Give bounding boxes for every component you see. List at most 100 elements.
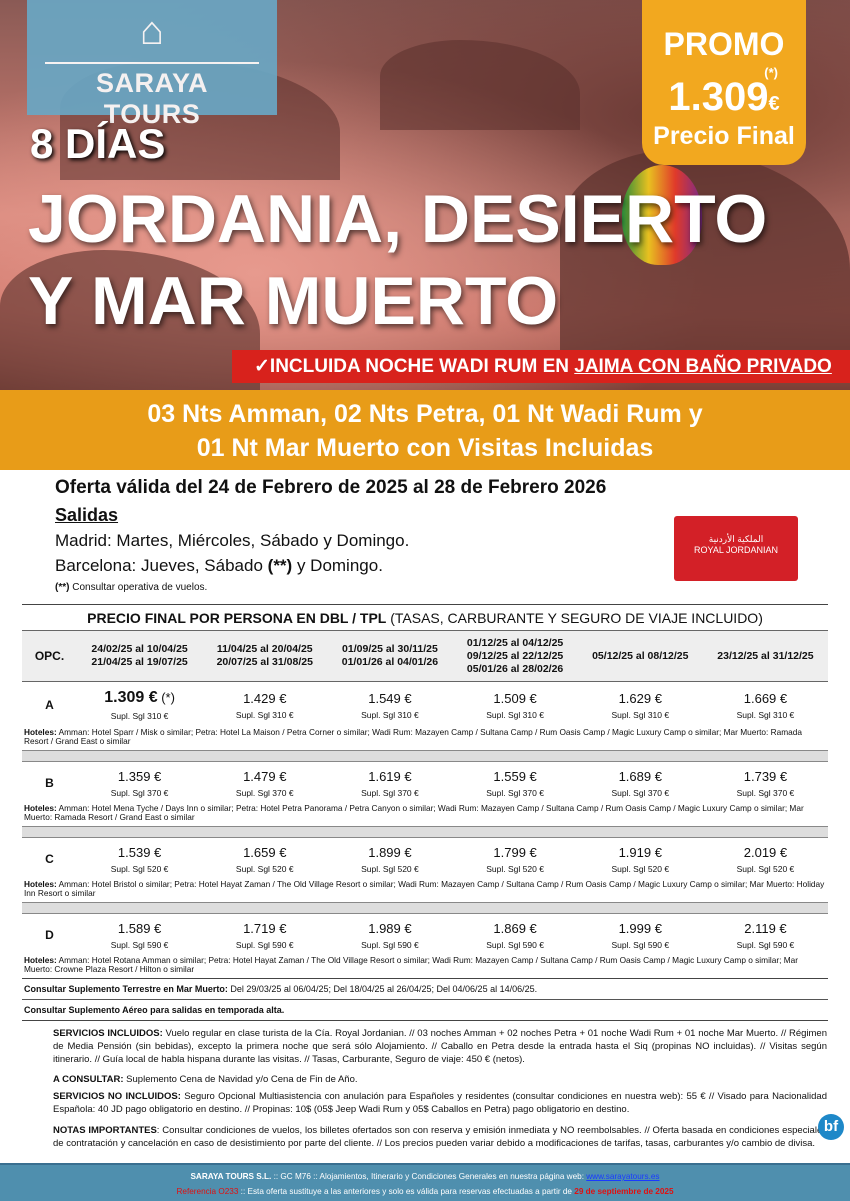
section-3: NOTAS IMPORTANTES: Consultar condiciones…	[53, 1124, 827, 1150]
table-title-bold: PRECIO FINAL POR PERSONA EN DBL / TPL	[87, 610, 387, 626]
single-supplement: Supl. Sgl 520 €	[361, 863, 419, 874]
price-value: 1.549 €	[327, 691, 452, 706]
single-supplement: Supl. Sgl 310 €	[736, 709, 795, 720]
price-suffix: (*)	[157, 690, 175, 705]
price-amount: 1.509 €	[493, 690, 537, 706]
footer: SARAYA TOURS S.L. :: GC M76 :: Alojamien…	[0, 1163, 850, 1201]
table-title-rest: (TASAS, CARBURANTE Y SEGURO DE VIAJE INC…	[386, 610, 763, 626]
banner-underlined: JAIMA CON BAÑO PRIVADO	[574, 356, 832, 377]
promo-price: 1.309	[668, 75, 769, 119]
single-supplement: Supl. Sgl 520 €	[235, 863, 294, 874]
bf-badge: bf	[818, 1114, 844, 1140]
footer-date: 29 de septiembre de 2025	[574, 1187, 674, 1196]
promo-badge: PROMO 1.309 (*) € Precio Final	[642, 0, 806, 165]
single-supplement: Supl. Sgl 310 €	[486, 709, 544, 720]
price-value: 2.119 €	[703, 921, 828, 936]
price-amount: 1.989 €	[368, 920, 412, 936]
barcelona-text: Barcelona: Jueves, Sábado	[55, 556, 268, 575]
price-amount: 1.869 €	[493, 920, 537, 936]
price-cell: 1.669 € Supl. Sgl 310 €	[703, 691, 828, 720]
section-0: SERVICIOS INCLUIDOS: Vuelo regular en cl…	[53, 1027, 827, 1066]
row-separator	[22, 902, 828, 914]
hotels-list: Amman: Hotel Rotana Amman o similar; Pet…	[24, 955, 799, 974]
single-supplement: Supl. Sgl 310 €	[361, 709, 419, 720]
hotels-list: Amman: Hotel Sparr / Misk o similar; Pet…	[24, 727, 803, 746]
price-value: 1.689 €	[578, 769, 703, 784]
promo-currency: €	[768, 93, 780, 115]
single-supplement: Supl. Sgl 520 €	[110, 863, 169, 874]
single-supplement: Supl. Sgl 590 €	[736, 939, 795, 950]
salidas-barcelona: Barcelona: Jueves, Sábado (**) y Domingo…	[55, 556, 383, 576]
footer-company: SARAYA TOURS S.L.	[190, 1172, 272, 1181]
single-supplement: Supl. Sgl 520 €	[736, 863, 795, 874]
included-banner: ✓INCLUIDA NOCHE WADI RUM EN JAIMA CON BA…	[232, 350, 850, 383]
website-link[interactable]: www.sarayatours.es	[586, 1172, 660, 1181]
price-amount: 1.669 €	[743, 690, 788, 706]
title-line-2: Y MAR MUERTO	[28, 263, 559, 339]
table-row: A 1.309 € (*) Supl. Sgl 310 € 1.429 € Supl. …	[22, 682, 828, 728]
opc-header: OPC.	[34, 649, 65, 663]
price-value: 1.869 €	[453, 921, 578, 936]
price-cell: 1.629 € Supl. Sgl 310 €	[578, 691, 703, 720]
price-value: 2.019 €	[703, 845, 828, 860]
option-label: A	[45, 698, 54, 712]
price-value: 1.509 €	[453, 691, 578, 706]
footer-line-2: :: Esta oferta sustituye a las anteriore…	[238, 1187, 575, 1196]
price-value: 1.629 €	[578, 691, 703, 706]
price-amount: 1.629 €	[618, 690, 662, 706]
footer-ref: Referencia O233	[176, 1187, 239, 1196]
single-supplement: Supl. Sgl 590 €	[361, 939, 419, 950]
price-value: 1.989 €	[327, 921, 452, 936]
price-amount: 1.559 €	[493, 768, 537, 784]
hotels-label: Hoteles:	[24, 727, 57, 737]
column-header: 11/04/25 al 20/04/25 20/07/25 al 31/08/2…	[216, 643, 313, 668]
price-value: 1.479 €	[202, 769, 327, 784]
price-amount: 1.589 €	[117, 920, 162, 936]
price-cell: 1.539 € Supl. Sgl 520 €	[77, 845, 202, 874]
single-supplement: Supl. Sgl 520 €	[486, 863, 544, 874]
banner-text: INCLUIDA NOCHE WADI RUM EN	[269, 356, 575, 377]
column-header: 05/12/25 al 08/12/25	[592, 649, 689, 662]
days-label: 8 DÍAS	[30, 120, 166, 167]
airline-name: ROYAL JORDANIAN	[693, 545, 778, 555]
option-label: B	[45, 776, 54, 790]
title-line-1: JORDANIA, DESIERTO	[28, 181, 768, 257]
page-title: JORDANIA, DESIERTO Y MAR MUERTO	[28, 178, 767, 342]
price-value: 1.739 €	[703, 769, 828, 784]
hotels-text: Hoteles: Amman: Hotel Rotana Amman o sim…	[22, 956, 828, 979]
column-header: 01/12/25 al 04/12/25 09/12/25 al 22/12/2…	[466, 636, 564, 675]
price-cell: 1.509 € Supl. Sgl 310 €	[453, 691, 578, 720]
row-separator	[22, 750, 828, 762]
offer-validity: Oferta válida del 24 de Febrero de 2025 …	[55, 477, 607, 498]
salidas-madrid: Madrid: Martes, Miércoles, Sábado y Domi…	[55, 531, 410, 550]
single-supplement: Supl. Sgl 370 €	[486, 787, 544, 798]
price-amount: 1.799 €	[493, 844, 537, 860]
itinerary-line-2: 01 Nt Mar Muerto con Visitas Incluidas	[196, 434, 654, 462]
price-cell: 1.429 € Supl. Sgl 310 €	[202, 691, 327, 720]
section-text: Vuelo regular en clase turista de la Cía…	[53, 1028, 828, 1065]
promo-final: Precio Final	[653, 122, 795, 150]
price-amount: 1.539 €	[117, 844, 162, 860]
price-cell: 1.589 € Supl. Sgl 590 €	[77, 921, 202, 950]
price-value: 1.619 €	[327, 769, 452, 784]
single-supplement: Supl. Sgl 370 €	[361, 787, 419, 798]
hotels-text: Hoteles: Amman: Hotel Bristol o similar;…	[22, 880, 828, 902]
check-icon: ✓	[254, 356, 270, 377]
brand-name: SARAYA TOURS	[45, 62, 259, 130]
single-supplement: Supl. Sgl 310 €	[611, 709, 670, 720]
airline-arabic: الملكية الأردنية	[708, 534, 764, 544]
single-supplement: Supl. Sgl 590 €	[235, 939, 294, 950]
price-cell: 1.559 € Supl. Sgl 370 €	[453, 769, 578, 798]
column-header: 01/09/25 al 30/11/25 01/01/26 al 04/01/2…	[341, 643, 439, 668]
price-cell: 1.719 € Supl. Sgl 590 €	[202, 921, 327, 950]
price-amount: 1.429 €	[243, 690, 287, 706]
logo-arch-icon: ⌂	[139, 9, 165, 53]
price-amount: 1.359 €	[117, 768, 162, 784]
table-header: OPC. 24/02/25 al 10/04/25 21/04/25 al 19/…	[22, 630, 828, 682]
price-amount: 1.309 €	[104, 689, 158, 706]
table-row: B 1.359 € Supl. Sgl 370 € 1.479 € Supl. Sgl …	[22, 762, 828, 804]
section-label: NOTAS IMPORTANTES	[53, 1125, 157, 1136]
single-supplement: Supl. Sgl 310 €	[110, 711, 169, 721]
salidas-title: Salidas	[55, 505, 119, 525]
price-value: 1.539 €	[77, 845, 202, 860]
